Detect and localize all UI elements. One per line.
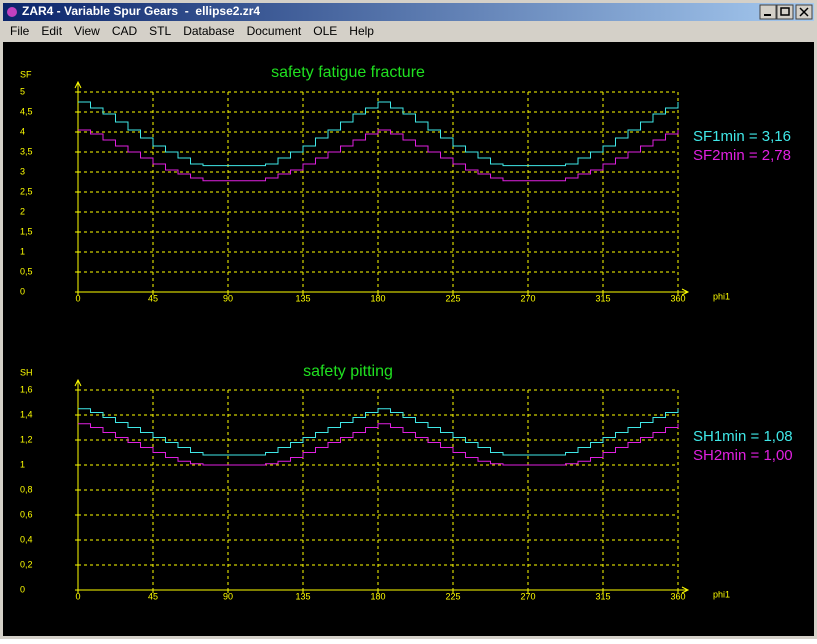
y-tick-label: 1,5	[20, 226, 33, 236]
y-tick-label: 1	[20, 459, 25, 469]
y-tick-label: 5	[20, 86, 25, 96]
x-axis	[78, 586, 690, 594]
y-tick-label: 0,4	[20, 534, 33, 544]
menu-item[interactable]: File	[10, 24, 30, 38]
series-line	[78, 408, 679, 456]
close-icon	[799, 7, 809, 17]
app-icon	[7, 7, 17, 17]
maximize-button[interactable]	[776, 4, 794, 20]
y-tick-label: 2,5	[20, 186, 33, 196]
menu-item[interactable]: View	[74, 24, 100, 38]
menu-item[interactable]: Help	[349, 24, 374, 38]
y-tick-label: 0,8	[20, 484, 33, 494]
y-axis	[74, 80, 82, 292]
x-tick-label: 180	[370, 591, 385, 601]
title-bar	[3, 3, 814, 21]
x-tick-label: 360	[670, 293, 685, 303]
x-tick-label: 315	[595, 591, 610, 601]
y-tick-label: 0	[20, 286, 25, 296]
x-tick-label: 180	[370, 293, 385, 303]
x-axis-label: phi1	[713, 589, 730, 599]
annotation: SH1min = 1,08	[693, 428, 793, 445]
y-tick-label: 1,6	[20, 384, 33, 394]
chart-area	[3, 42, 814, 636]
x-tick-label: 90	[223, 293, 233, 303]
y-tick-label: 4,5	[20, 106, 33, 116]
x-axis	[78, 288, 690, 296]
menu-item[interactable]: CAD	[112, 24, 138, 38]
series-line	[78, 423, 679, 466]
y-tick-label: 1,4	[20, 409, 33, 419]
window-title: ZAR4 - Variable Spur Gears - ellipse2.zr…	[22, 4, 260, 18]
menu-item[interactable]: Document	[247, 24, 302, 38]
x-tick-label: 135	[295, 591, 310, 601]
menu-item[interactable]: STL	[149, 24, 171, 38]
y-tick-label: 0	[20, 584, 25, 594]
x-tick-label: 45	[148, 293, 158, 303]
x-tick-label: 90	[223, 591, 233, 601]
menu-item[interactable]: Edit	[41, 24, 62, 38]
y-tick-label: 2	[20, 206, 25, 216]
x-tick-label: 360	[670, 591, 685, 601]
chart-title: safety fatigue fracture	[271, 64, 425, 81]
x-tick-label: 270	[520, 591, 535, 601]
y-tick-label: 1,2	[20, 434, 33, 444]
x-tick-label: 270	[520, 293, 535, 303]
annotation: SF2min = 2,78	[693, 147, 791, 164]
x-tick-label: 225	[445, 591, 460, 601]
x-tick-label: 315	[595, 293, 610, 303]
y-tick-label: 0,2	[20, 559, 33, 569]
y-tick-label: 3,5	[20, 146, 33, 156]
y-tick-label: 3	[20, 166, 25, 176]
minimize-button[interactable]	[759, 4, 777, 20]
y-tick-label: 1	[20, 246, 25, 256]
x-tick-label: 45	[148, 591, 158, 601]
x-axis-label: phi1	[713, 291, 730, 301]
menu-bar: File Edit View CAD STL Database Document OLE Hel…	[10, 24, 374, 38]
y-axis-label: SH	[20, 367, 33, 377]
menu-item[interactable]: Database	[183, 24, 235, 38]
series-line	[78, 101, 679, 167]
y-axis-label: SF	[20, 69, 32, 79]
annotation: SH2min = 1,00	[693, 447, 793, 464]
y-tick-label: 4	[20, 126, 25, 136]
series-line	[78, 129, 679, 182]
x-tick-label: 135	[295, 293, 310, 303]
chart-title: safety pitting	[303, 363, 393, 380]
maximize-icon	[780, 7, 790, 16]
y-axis	[74, 378, 82, 590]
x-tick-label: 225	[445, 293, 460, 303]
y-tick-label: 0,6	[20, 509, 33, 519]
window-buttons[interactable]	[759, 4, 813, 20]
y-tick-label: 0,5	[20, 266, 33, 276]
menu-item[interactable]: OLE	[313, 24, 337, 38]
x-tick-label: 0	[75, 591, 80, 601]
x-tick-label: 0	[75, 293, 80, 303]
annotation: SF1min = 3,16	[693, 128, 791, 145]
